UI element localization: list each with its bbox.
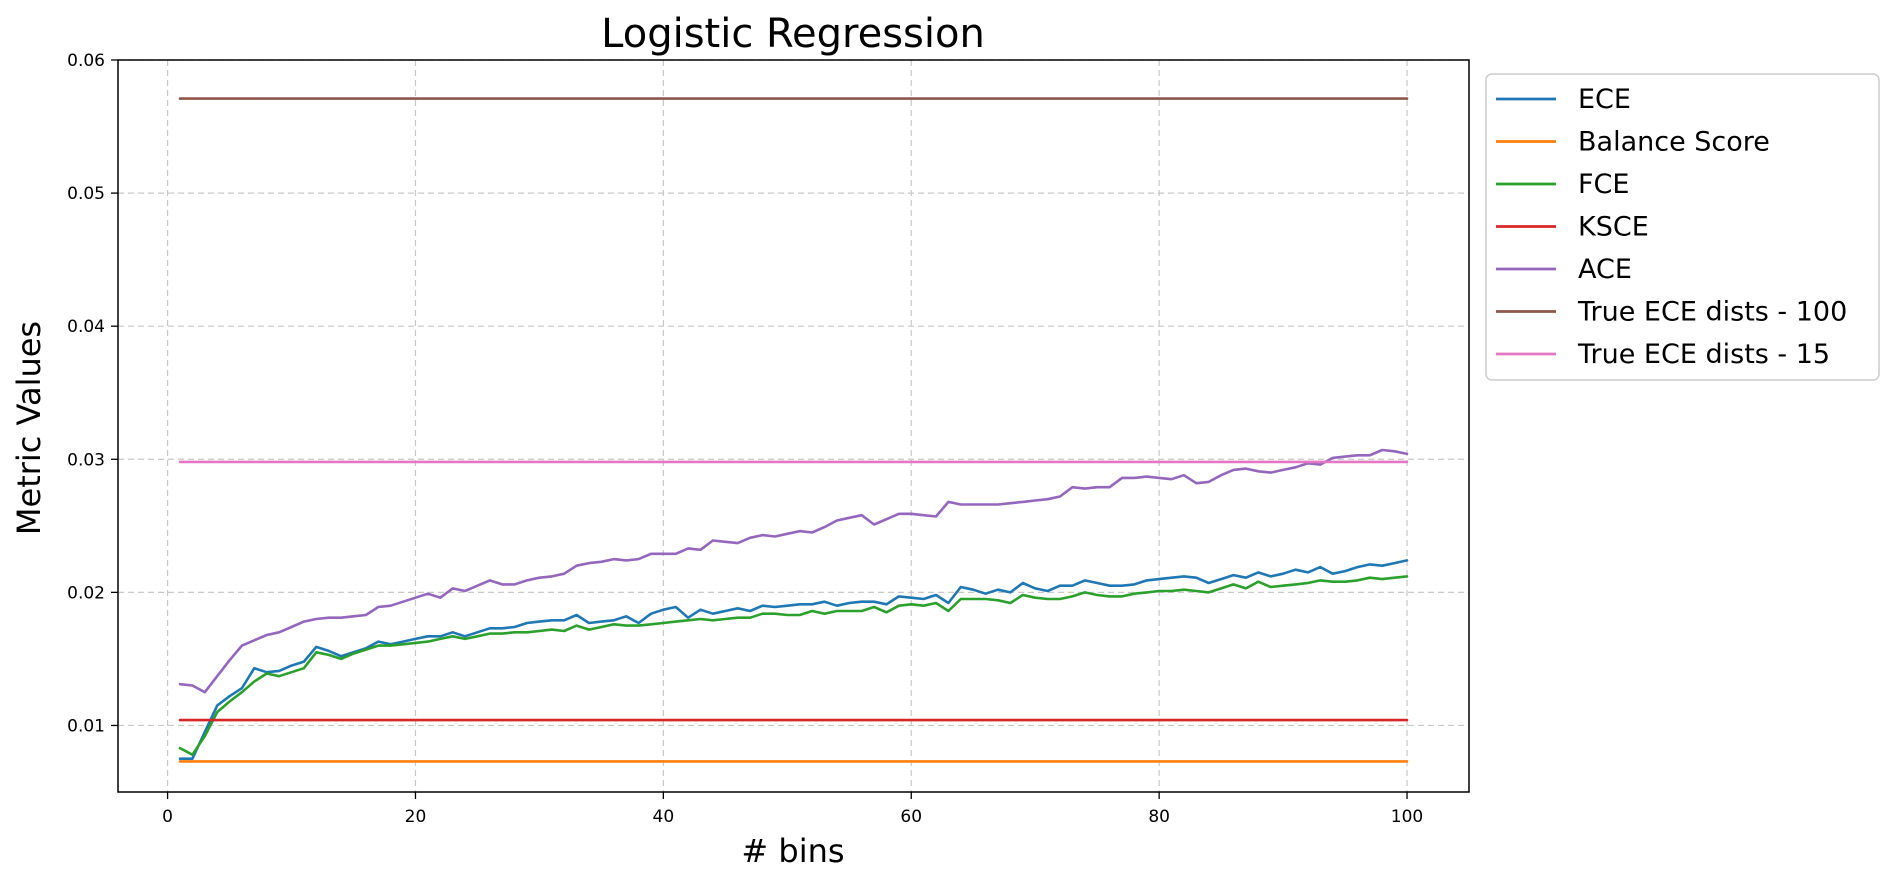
- legend-item-balance-score: Balance Score: [1496, 127, 1770, 158]
- x-axis-label: # bins: [741, 832, 844, 870]
- legend-label: True ECE dists - 100: [1577, 297, 1847, 328]
- series-line-fce: [178, 575, 1409, 757]
- legend-label: Balance Score: [1578, 127, 1770, 158]
- x-tick-label: 0: [162, 807, 173, 827]
- y-axis-label: Metric Values: [10, 321, 48, 535]
- legend-item-ece: ECE: [1496, 84, 1631, 115]
- legend-label: ECE: [1578, 84, 1631, 115]
- y-tick-label: 0.06: [67, 51, 105, 71]
- chart-title: Logistic Regression: [601, 11, 985, 57]
- legend-label: KSCE: [1578, 212, 1649, 243]
- legend-item-true-ece-dists-100: True ECE dists - 100: [1496, 297, 1847, 328]
- series-lines: [178, 97, 1409, 763]
- y-tick-label: 0.01: [67, 716, 105, 736]
- legend-frame: [1485, 73, 1880, 381]
- x-tick-label: 60: [900, 807, 922, 827]
- axis-ticks: 0 20 40 60 80 100 0.01 0.02 0.03 0.04 0.05 0.06: [67, 51, 1423, 827]
- series-line-ece: [178, 559, 1409, 761]
- x-tick-label: 100: [1391, 807, 1423, 827]
- y-tick-label: 0.03: [67, 450, 105, 470]
- legend-item-fce: FCE: [1496, 169, 1629, 200]
- x-tick-label: 40: [653, 807, 675, 827]
- legend-item-true-ece-dists-15: True ECE dists - 15: [1496, 339, 1830, 370]
- legend-label: True ECE dists - 15: [1577, 339, 1830, 370]
- plot-frame: [117, 59, 1470, 793]
- legend-item-ace: ACE: [1496, 254, 1632, 285]
- grid: [118, 59, 1469, 792]
- legend-label: ACE: [1578, 254, 1632, 285]
- legend-item-ksce: KSCE: [1496, 212, 1649, 243]
- x-tick-label: 20: [405, 807, 427, 827]
- x-tick-label: 80: [1148, 807, 1170, 827]
- legend: ECE Balance Score FCE KSCE ACE True ECE dists…: [1485, 73, 1880, 381]
- legend-label: FCE: [1578, 169, 1629, 200]
- y-tick-label: 0.05: [67, 184, 105, 204]
- series-line-ace: [178, 448, 1409, 694]
- y-tick-label: 0.02: [67, 583, 105, 603]
- y-tick-label: 0.04: [67, 317, 105, 337]
